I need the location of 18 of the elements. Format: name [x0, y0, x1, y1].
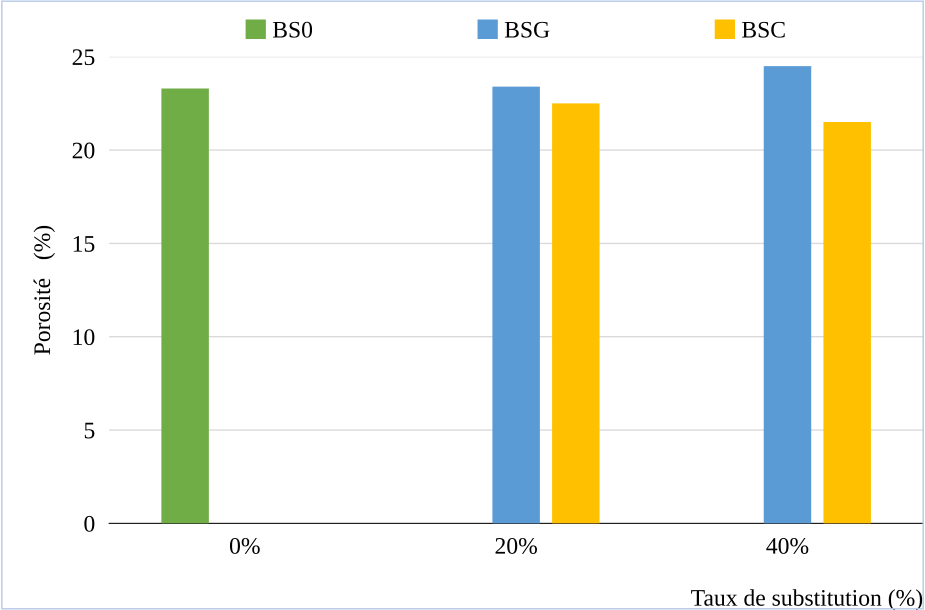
x-tick-label: 40%: [766, 538, 808, 554]
x-tick-label: 20%: [496, 538, 537, 554]
y-axis-title: Porosité (%): [34, 226, 55, 355]
y-tick-label: 15: [74, 236, 94, 252]
y-tick-label: 10: [74, 329, 94, 346]
y-tick-label: 25: [72, 49, 94, 66]
bar: [161, 88, 209, 524]
bar: [823, 122, 871, 524]
bar: [492, 86, 540, 524]
legend-label: BSG: [504, 22, 550, 38]
y-tick-label: 0: [84, 516, 94, 532]
legend-label: BSC: [742, 22, 785, 38]
y-tick-label: 20: [72, 142, 94, 158]
x-tick-label: 0%: [230, 538, 260, 554]
legend-label: BS0: [272, 22, 312, 38]
bar: [552, 103, 600, 524]
y-tick-label: 5: [84, 422, 94, 438]
bar: [764, 66, 812, 524]
